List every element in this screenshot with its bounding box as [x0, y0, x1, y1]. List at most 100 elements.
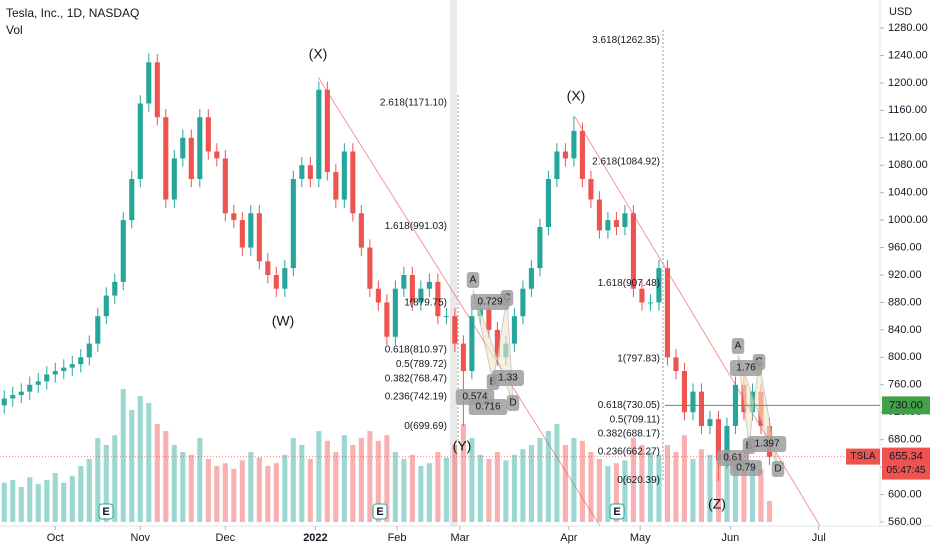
volume-bar — [443, 457, 449, 522]
fib-level: 0.382(768.47) — [385, 374, 447, 385]
candle-body — [350, 151, 356, 214]
volume-bar — [18, 487, 24, 522]
candle-body — [171, 158, 177, 200]
candle-body — [681, 371, 687, 413]
candle-body — [10, 395, 16, 399]
candle-body — [545, 178, 551, 227]
candle-body — [486, 309, 492, 330]
candle-body — [588, 178, 594, 200]
fib-level: 0.236(662.27) — [598, 446, 660, 457]
volume-bar — [724, 452, 730, 522]
volume-bar — [639, 445, 645, 522]
y-tick-label: 840.00 — [888, 324, 922, 336]
wave-label: (Y) — [453, 438, 472, 454]
volume-bar — [384, 435, 390, 522]
fib-level: 0(620.39) — [617, 475, 660, 486]
pattern-label: 1.76 — [736, 363, 756, 374]
volume-bar — [528, 445, 534, 522]
volume-bar — [477, 454, 483, 522]
volume-bar — [44, 480, 50, 522]
candle-body — [163, 117, 169, 200]
candle-body — [571, 130, 577, 159]
earnings-badge — [98, 503, 114, 520]
candle-body — [409, 275, 415, 303]
x-tick-label: Apr — [560, 532, 577, 544]
volume-bar — [749, 463, 756, 522]
candle-body — [78, 357, 84, 365]
candle-body — [333, 172, 339, 200]
volume-bar — [469, 438, 475, 522]
volume-bar — [180, 452, 186, 522]
x-tick-label: Mar — [451, 532, 470, 544]
earnings-badge — [372, 503, 388, 520]
candle-body — [154, 62, 160, 118]
candle-body — [656, 268, 662, 303]
candle-body — [460, 343, 466, 372]
volume-bar — [341, 435, 347, 522]
wave-label: (Z) — [708, 496, 726, 512]
candle-body — [613, 220, 619, 227]
volume-bar — [690, 459, 696, 522]
pattern-badge — [468, 399, 508, 415]
candle-body — [426, 281, 432, 289]
volume-bar — [452, 445, 458, 522]
volume-bar — [299, 445, 305, 522]
y-tick-label: 1160.00 — [888, 104, 927, 116]
volume-bar — [52, 473, 58, 522]
candle-body — [375, 288, 381, 303]
fib-level: 1(879.75) — [404, 297, 447, 308]
volume-bar — [562, 445, 568, 522]
pattern-badge — [470, 294, 510, 310]
candle-body — [197, 117, 203, 179]
volume-bar — [27, 477, 33, 522]
candle-body — [290, 178, 296, 269]
volume-bar — [222, 463, 228, 522]
volume-bar — [486, 459, 492, 522]
volume-bar — [426, 463, 432, 522]
volume-bar — [766, 501, 773, 522]
volume-bar — [307, 459, 313, 522]
candle-body — [205, 117, 211, 152]
candle-body — [129, 178, 135, 221]
volume-bar — [707, 454, 713, 522]
y-tick-label: 1240.00 — [888, 49, 928, 61]
volume-bar — [494, 452, 500, 522]
pattern-label: 0.574 — [462, 392, 487, 403]
candle-body — [95, 316, 101, 344]
pattern-badge — [771, 461, 785, 477]
candle-body — [103, 295, 109, 317]
y-tick-label: 800.00 — [888, 351, 922, 363]
volume-bar — [256, 457, 262, 522]
pattern-badge — [747, 436, 787, 452]
volume-bar — [537, 438, 543, 522]
fib-level: 0.618(730.05) — [598, 400, 660, 411]
volume-bar — [129, 410, 135, 522]
volume-bar — [375, 440, 381, 522]
volume-bar — [613, 463, 619, 522]
volume-bar — [758, 468, 764, 522]
candle-body — [596, 199, 602, 231]
last-price-label: 655.34 — [889, 450, 923, 462]
volume-bar — [392, 452, 398, 522]
candle-body — [86, 343, 92, 358]
pattern-badge — [730, 460, 762, 476]
candle-body — [282, 268, 288, 289]
candle-body — [341, 151, 347, 200]
volume-bar — [163, 431, 169, 522]
earnings-marker: E — [376, 506, 383, 518]
wave-label: (X) — [309, 46, 328, 62]
y-tick-label: 1280.00 — [888, 22, 928, 34]
candle-body — [188, 137, 194, 179]
volume-bar — [511, 454, 517, 522]
y-tick-label: 1200.00 — [888, 77, 928, 89]
fib-level: 0.236(742.19) — [385, 392, 447, 403]
candle-body — [537, 226, 543, 269]
volume-bar — [197, 438, 203, 522]
candle-body — [520, 288, 526, 317]
candle-body — [435, 281, 441, 317]
candle-body — [69, 364, 75, 368]
volume-bar — [741, 466, 747, 522]
volume-bar — [350, 445, 356, 522]
candle-body — [622, 213, 628, 227]
volume-bar — [358, 438, 364, 522]
